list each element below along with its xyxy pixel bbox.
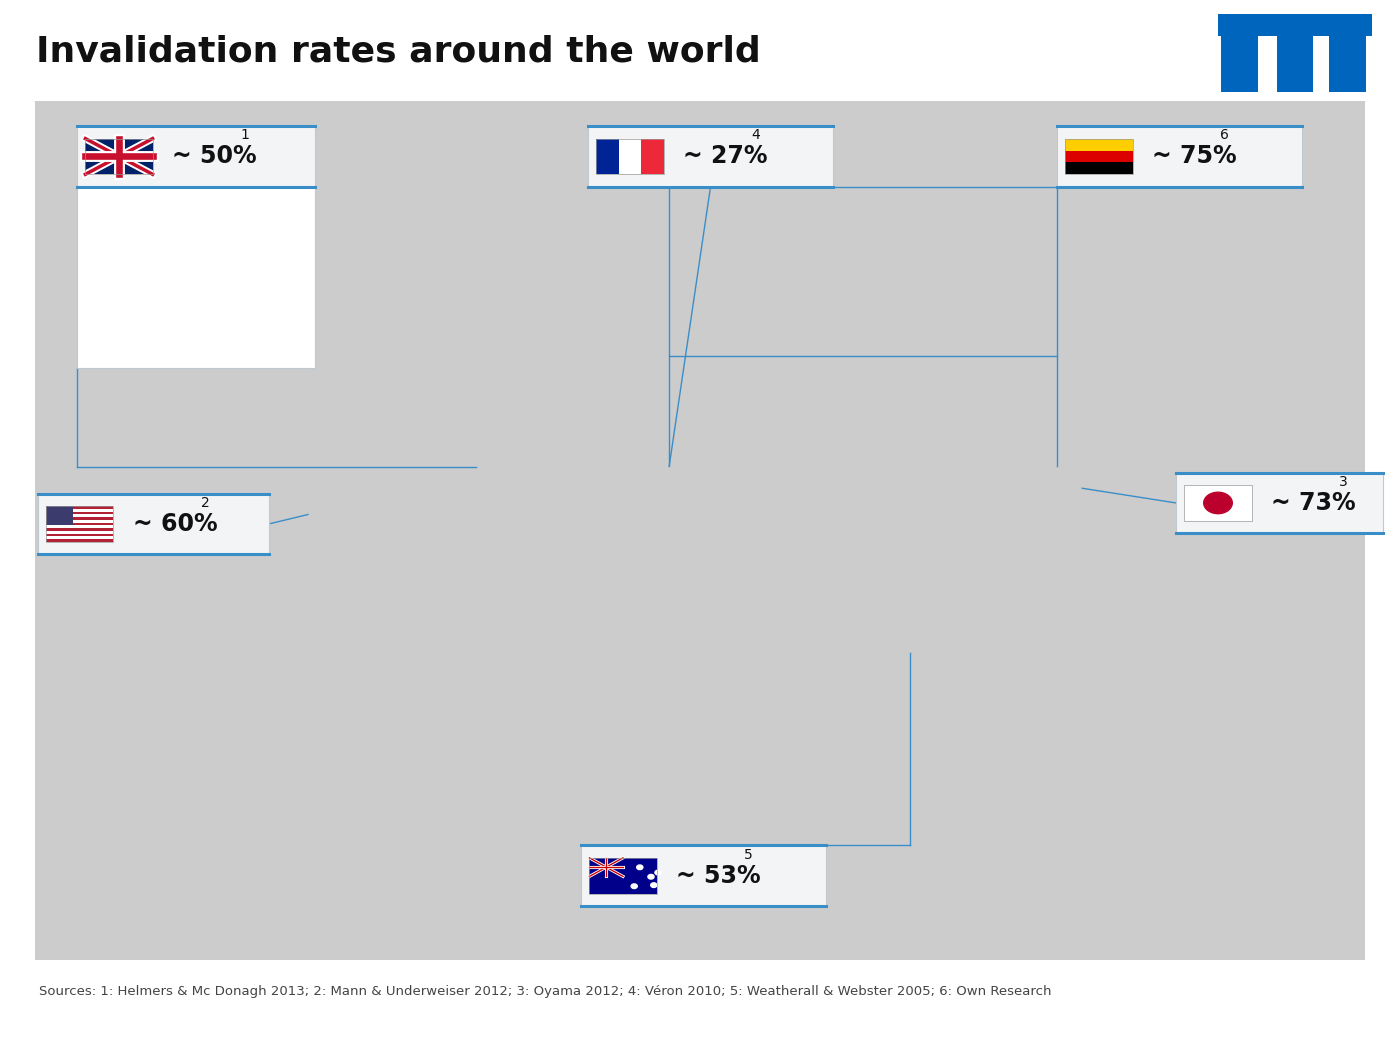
Text: 6: 6 [1219, 128, 1229, 143]
Circle shape [648, 875, 654, 879]
Circle shape [631, 884, 637, 888]
Bar [1277, 36, 1313, 92]
Bar [619, 139, 641, 174]
Bar [38, 494, 269, 554]
Text: 1: 1 [241, 128, 249, 143]
Bar [46, 533, 113, 537]
Bar [581, 845, 826, 906]
Bar [77, 126, 315, 187]
Text: ~ 73%: ~ 73% [1271, 491, 1355, 514]
Bar [46, 517, 113, 520]
Bar [589, 858, 657, 894]
Bar [46, 506, 113, 542]
Bar [1184, 485, 1252, 521]
Bar [1329, 36, 1366, 92]
Bar [589, 858, 657, 894]
Circle shape [637, 865, 643, 869]
Bar [46, 520, 113, 523]
Bar [46, 506, 113, 509]
Bar [85, 139, 153, 174]
Bar [1218, 14, 1372, 36]
Text: 4: 4 [750, 128, 760, 143]
Text: Invalidation rates around the world: Invalidation rates around the world [36, 35, 760, 68]
Bar [1221, 36, 1259, 92]
Text: ~ 53%: ~ 53% [676, 864, 760, 887]
Bar [46, 511, 113, 514]
Bar [46, 523, 113, 525]
Circle shape [1204, 492, 1232, 513]
Bar [46, 514, 113, 517]
Bar [641, 139, 664, 174]
Text: ~ 50%: ~ 50% [172, 145, 256, 168]
Text: Sources: 1: Helmers & Mc Donagh 2013; 2: Mann & Underweiser 2012; 3: Oyama 2012;: Sources: 1: Helmers & Mc Donagh 2013; 2:… [39, 985, 1051, 999]
Bar [669, 187, 1057, 356]
Bar [1065, 150, 1133, 163]
Bar [77, 187, 315, 368]
Bar [46, 539, 113, 542]
Text: 2: 2 [202, 496, 210, 510]
Text: ~ 27%: ~ 27% [683, 145, 767, 168]
Circle shape [651, 883, 657, 887]
Bar [46, 537, 113, 539]
Circle shape [655, 870, 661, 875]
Bar [46, 506, 73, 525]
Text: ~ 75%: ~ 75% [1152, 145, 1236, 168]
Text: ~ 60%: ~ 60% [133, 512, 217, 536]
Bar [596, 139, 619, 174]
Bar [1176, 472, 1383, 533]
Bar [46, 531, 113, 533]
Bar [1065, 139, 1133, 150]
Bar [46, 525, 113, 528]
Text: 5: 5 [745, 847, 753, 862]
Bar [1065, 139, 1133, 174]
Bar [46, 528, 113, 531]
Bar [46, 509, 113, 511]
Text: 3: 3 [1338, 475, 1348, 489]
Bar [1057, 126, 1302, 187]
Bar [1065, 163, 1133, 174]
Bar [85, 139, 153, 174]
Bar [588, 126, 833, 187]
Bar [596, 139, 664, 174]
